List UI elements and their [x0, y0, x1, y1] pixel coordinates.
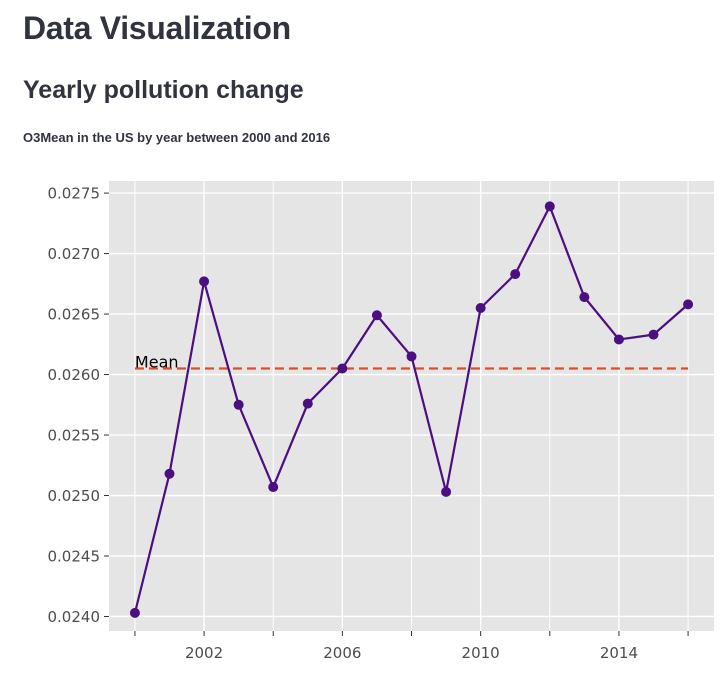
y-tick-label-4: 0.0260 [48, 366, 101, 384]
data-points [129, 201, 694, 618]
data-point-2004 [268, 482, 279, 493]
data-point-2007 [371, 310, 382, 321]
y-tick-label-0: 0.0240 [48, 608, 101, 626]
y-tick-label-7: 0.0275 [48, 185, 101, 203]
grid-layer [109, 181, 714, 631]
y-tick-label-6: 0.0270 [48, 245, 101, 263]
data-point-2002 [199, 276, 210, 287]
data-point-2013 [579, 292, 590, 303]
page-title: Data Visualization [23, 10, 291, 46]
data-point-2001 [164, 468, 175, 479]
x-tick-label-2006: 2006 [323, 644, 361, 662]
data-point-2006 [337, 363, 348, 374]
data-point-2014 [613, 334, 624, 345]
y-tick-label-3: 0.0255 [48, 427, 101, 445]
chart-heading: Yearly pollution change [23, 76, 304, 104]
x-tick-label-2002: 2002 [185, 644, 223, 662]
data-point-2009 [441, 486, 452, 497]
data-point-2003 [233, 399, 244, 410]
chart-caption: O3Mean in the US by year between 2000 an… [23, 130, 331, 145]
data-point-2016 [683, 299, 694, 310]
data-point-2000 [129, 607, 140, 618]
data-point-2010 [475, 303, 486, 314]
data-point-2012 [544, 201, 555, 212]
mean-annotation: Mean [135, 353, 179, 372]
y-tick-label-1: 0.0245 [48, 548, 101, 566]
data-point-2008 [406, 351, 417, 362]
x-tick-label-2010: 2010 [462, 644, 500, 662]
y-tick-label-2: 0.0250 [48, 487, 101, 505]
y-tick-label-5: 0.0265 [48, 306, 101, 324]
data-point-2005 [302, 398, 313, 409]
axis-layer: 2002 2006 2010 2014 0.0240 0.0245 0.0250 0.0255… [48, 185, 689, 662]
data-point-2015 [648, 329, 659, 340]
data-point-2011 [510, 269, 521, 280]
x-tick-label-2014: 2014 [600, 644, 638, 662]
